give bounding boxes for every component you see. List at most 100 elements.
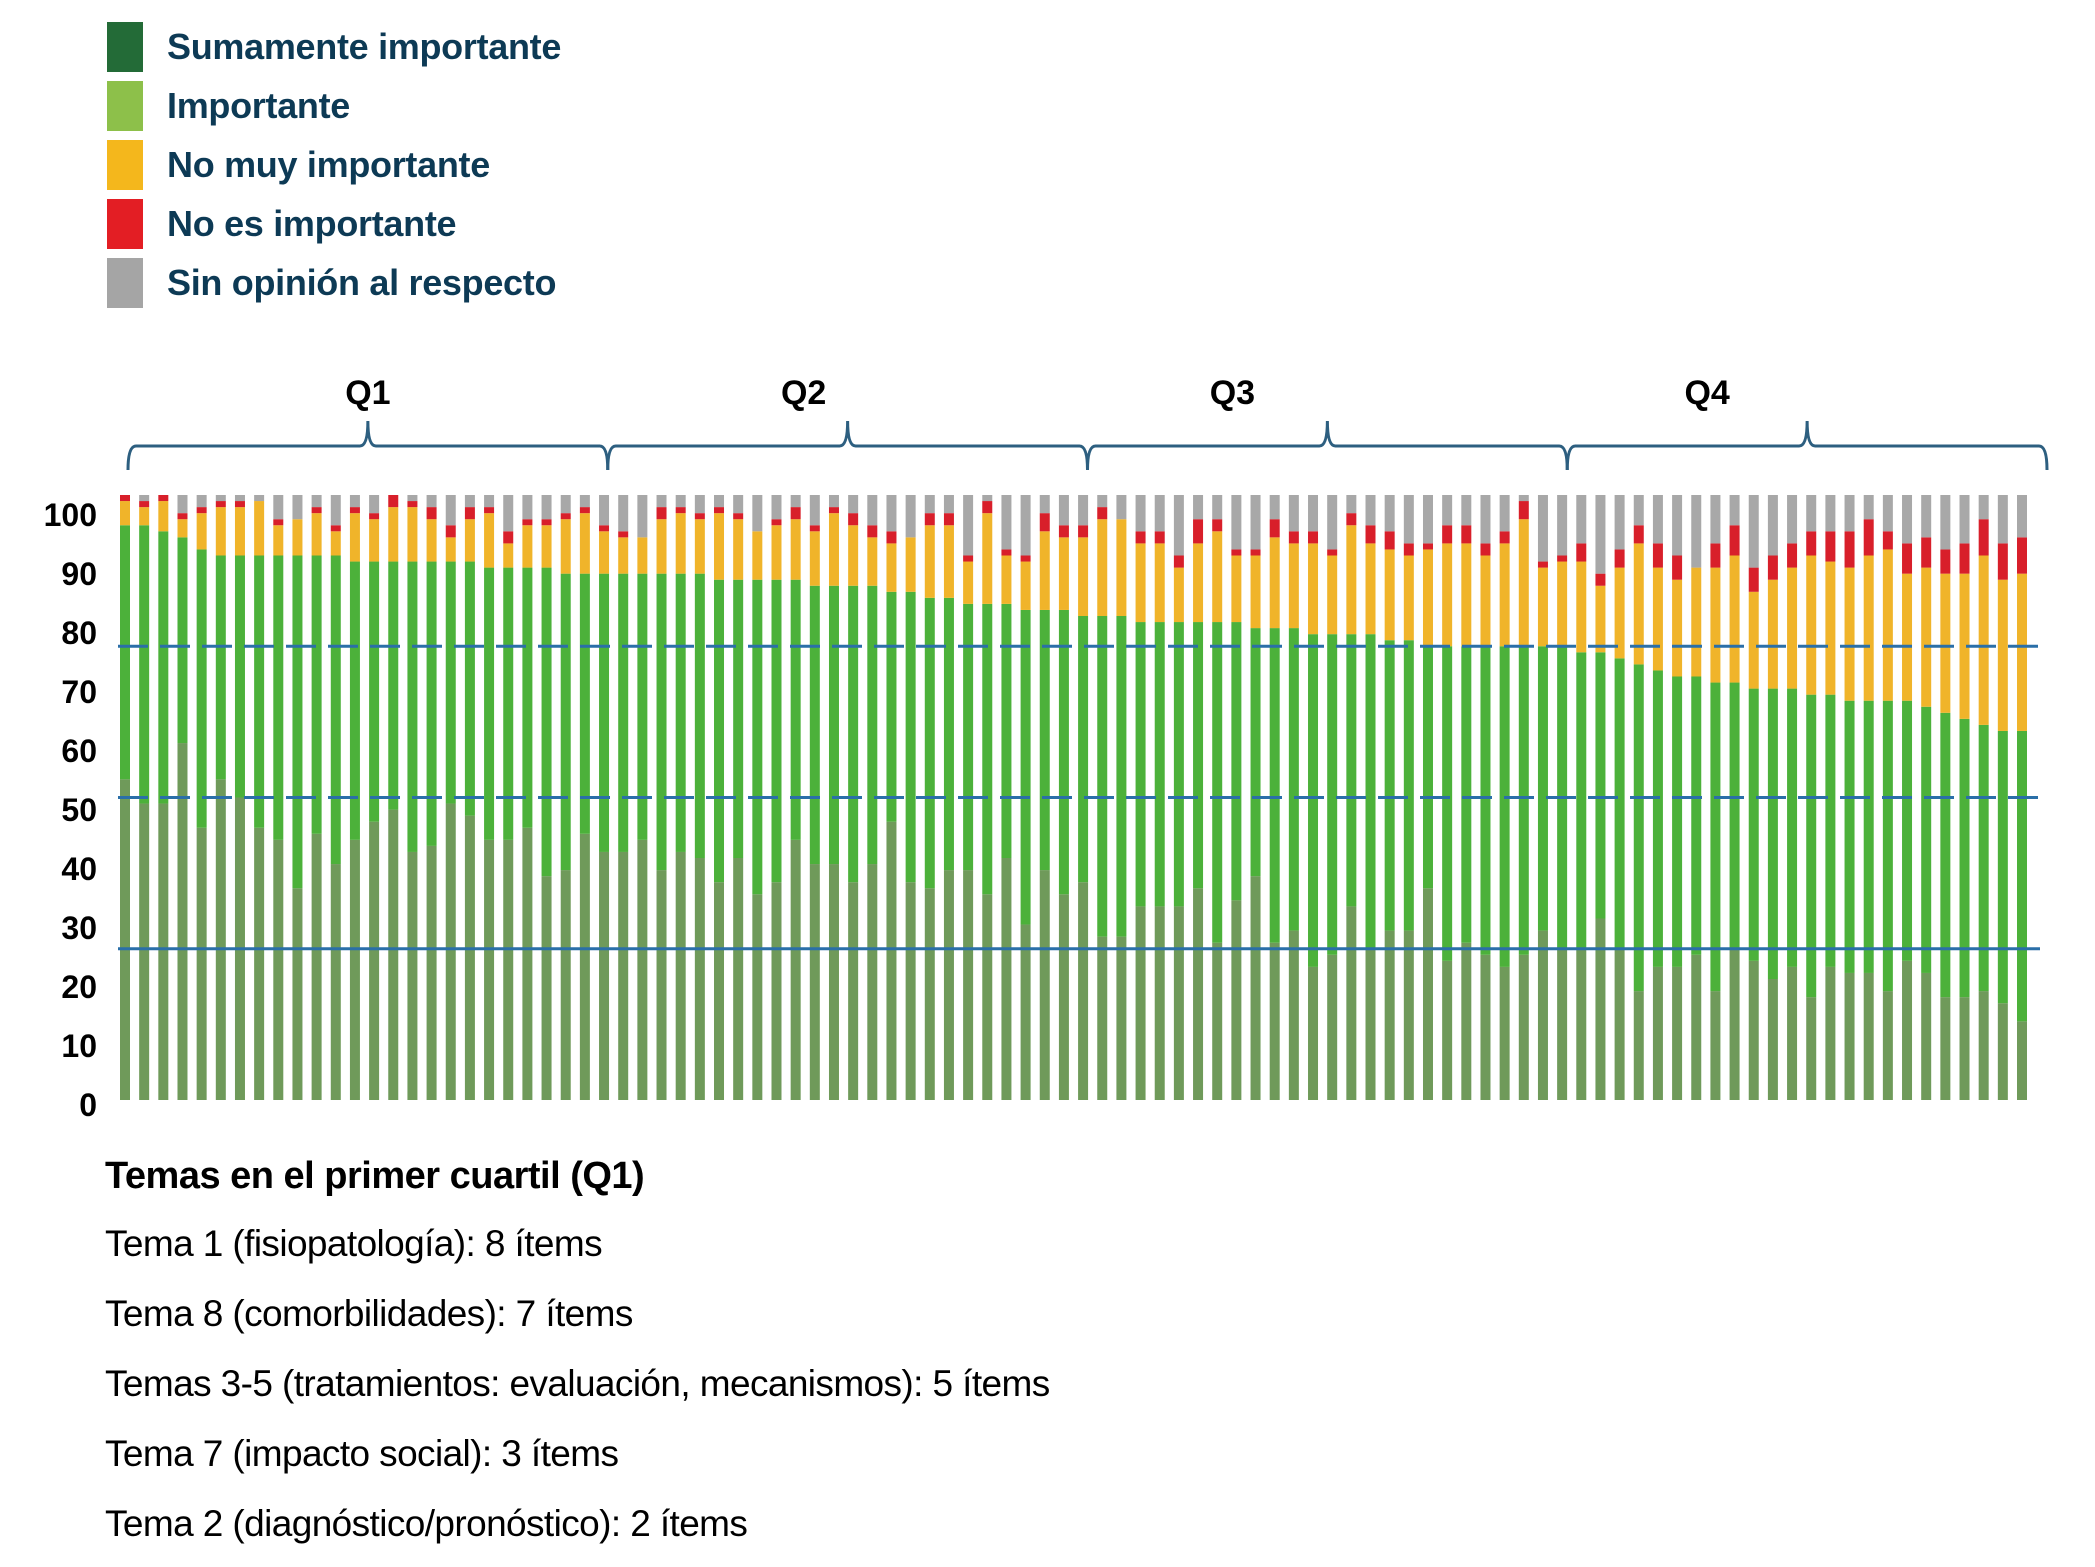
quartile-bracket-q4 <box>1565 420 2049 471</box>
bar-segment-no-es-importante <box>1518 501 1529 520</box>
bar-segment-sumamente-importante <box>790 839 801 1100</box>
bar-segment-sumamente-importante <box>1748 960 1759 1100</box>
bar-segment-importante <box>1978 724 1989 992</box>
bar-segment-sin-opini-n-al-respecto <box>2017 495 2027 538</box>
bar-segment-no-es-importante <box>848 513 859 526</box>
bar-segment-no-muy-importante <box>177 519 188 538</box>
bar-segment-no-muy-importante <box>484 513 495 568</box>
bar-segment-sumamente-importante <box>1154 906 1165 1100</box>
bar-segment-no-muy-importante <box>388 507 399 562</box>
quartile-label-q1: Q1 <box>345 374 390 412</box>
bar-segment-sumamente-importante <box>599 851 610 1100</box>
bar-segment-no-es-importante <box>1806 531 1817 556</box>
bar-segment-importante <box>752 579 763 895</box>
bar-segment-importante <box>867 585 878 865</box>
bar-segment-sumamente-importante <box>848 882 859 1100</box>
legend-swatch <box>107 199 143 249</box>
bar-segment-sin-opini-n-al-respecto <box>349 495 360 508</box>
bar-segment-sumamente-importante <box>1384 930 1395 1100</box>
bar-segment-no-muy-importante <box>1633 543 1644 665</box>
bar-segment-no-muy-importante <box>1001 555 1012 604</box>
bar-segment-importante <box>426 561 437 846</box>
bar-segment-sin-opini-n-al-respecto <box>1097 495 1108 508</box>
bar-segment-no-muy-importante <box>1614 567 1625 659</box>
bar-segment-sumamente-importante <box>1595 918 1606 1100</box>
bar-segment-no-es-importante <box>1825 531 1836 562</box>
bar-segment-no-muy-importante <box>1691 567 1702 677</box>
bar-segment-sumamente-importante <box>1652 966 1663 1100</box>
bar-segment-no-muy-importante <box>369 519 380 562</box>
bar-segment-sin-opini-n-al-respecto <box>1212 495 1223 520</box>
quartile-label-q2: Q2 <box>781 374 826 412</box>
bar-segment-no-es-importante <box>1442 525 1453 544</box>
bar-segment-no-es-importante <box>1729 525 1740 556</box>
bar-segment-importante <box>1844 700 1855 973</box>
bar-segment-sumamente-importante <box>618 851 629 1100</box>
bar-segment-no-muy-importante <box>560 519 571 574</box>
bar-segment-sumamente-importante <box>1039 870 1050 1100</box>
legend-label: Importante <box>167 85 351 126</box>
y-tick-label: 50 <box>61 792 97 828</box>
bar-segment-sumamente-importante <box>484 839 495 1100</box>
bar-segment-no-es-importante <box>1135 531 1146 544</box>
bar-segment-no-es-importante <box>1365 525 1376 544</box>
bar-segment-no-es-importante <box>963 555 974 562</box>
bar-segment-sin-opini-n-al-respecto <box>522 495 533 520</box>
bar-segment-sin-opini-n-al-respecto <box>273 495 284 520</box>
bar-segment-no-muy-importante <box>848 525 859 586</box>
bar-segment-no-es-importante <box>1959 543 1970 574</box>
bar-segment-importante <box>1595 652 1606 919</box>
bar-segment-importante <box>675 573 686 852</box>
legend-swatch <box>107 140 143 190</box>
bar-segment-no-muy-importante <box>1308 543 1319 635</box>
bar-segment-sumamente-importante <box>139 803 150 1100</box>
bar-segment-sumamente-importante <box>1863 972 1874 1100</box>
bar-segment-sumamente-importante <box>1882 991 1893 1100</box>
legend-item-importante: Importante <box>107 81 807 133</box>
bar-segment-no-es-importante <box>675 507 686 514</box>
bar-segment-sumamente-importante <box>254 827 265 1100</box>
bar-segment-no-es-importante <box>1173 555 1184 568</box>
bar-segment-sin-opini-n-al-respecto <box>963 495 974 556</box>
bar-segment-no-es-importante <box>1710 543 1721 568</box>
bar-segment-no-es-importante <box>618 531 629 538</box>
bar-segment-sin-opini-n-al-respecto <box>484 495 495 508</box>
bar-segment-no-muy-importante <box>1902 573 1913 701</box>
bar-segment-sin-opini-n-al-respecto <box>1001 495 1012 550</box>
bar-segment-no-es-importante <box>464 507 475 520</box>
bar-segment-no-es-importante <box>1078 525 1089 538</box>
bar-segment-sin-opini-n-al-respecto <box>1116 495 1127 520</box>
bar-segment-sumamente-importante <box>1231 900 1242 1100</box>
bar-segment-importante <box>1135 622 1146 907</box>
bar-segment-sumamente-importante <box>445 803 456 1100</box>
note-item: Tema 1 (fisiopatología): 8 ítems <box>105 1223 603 1264</box>
bar-segment-no-muy-importante <box>905 537 916 592</box>
bar-segment-no-es-importante <box>522 519 533 526</box>
bar-segment-sumamente-importante <box>1403 930 1414 1100</box>
bar-segment-no-muy-importante <box>1748 591 1759 689</box>
bar-segment-no-muy-importante <box>1193 543 1204 623</box>
bar-segment-no-muy-importante <box>1039 531 1050 610</box>
bar-segment-importante <box>1039 609 1050 871</box>
bar-segment-importante <box>656 573 667 871</box>
bar-segment-sin-opini-n-al-respecto <box>1231 495 1242 550</box>
bar-segment-importante <box>349 561 360 840</box>
bar-segment-no-muy-importante <box>714 513 725 580</box>
bar-segment-no-es-importante <box>330 525 341 532</box>
bar-segment-sin-opini-n-al-respecto <box>1921 495 1932 538</box>
bar-segment-sin-opini-n-al-respecto <box>1193 495 1204 520</box>
quartile-bracket-q3 <box>1086 420 1569 471</box>
bar-segment-importante <box>445 561 456 804</box>
bar-segment-sumamente-importante <box>1959 997 1970 1100</box>
bar-segment-no-es-importante <box>1269 519 1280 538</box>
bar-segment-sin-opini-n-al-respecto <box>1825 495 1836 532</box>
bar-segment-sumamente-importante <box>560 870 571 1100</box>
bar-segment-importante <box>1748 688 1759 961</box>
bar-segment-sin-opini-n-al-respecto <box>1308 495 1319 532</box>
bar-segment-sumamente-importante <box>1288 930 1299 1100</box>
bar-segment-sumamente-importante <box>158 803 169 1100</box>
bar-segment-importante <box>1001 603 1012 858</box>
bar-segment-no-es-importante <box>1652 543 1663 568</box>
bar-segment-sumamente-importante <box>1729 948 1740 1100</box>
bar-segment-sumamente-importante <box>886 821 897 1100</box>
